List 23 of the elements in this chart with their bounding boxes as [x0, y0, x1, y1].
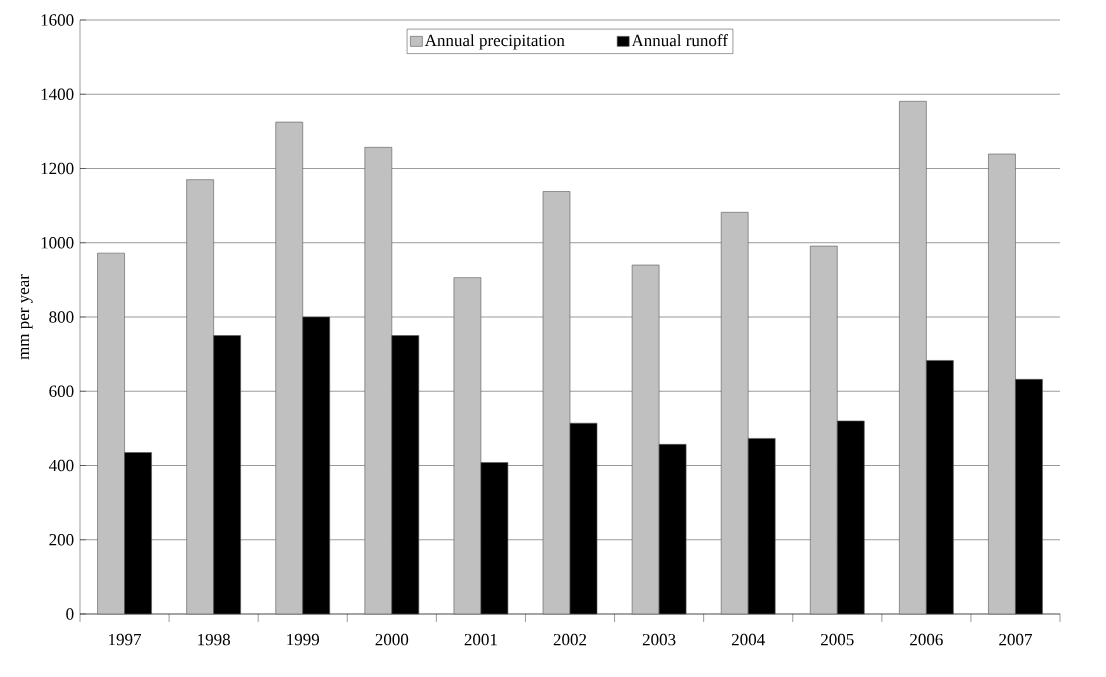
legend-label: Annual runoff — [631, 34, 728, 47]
x-tick-label: 1998 — [198, 633, 230, 646]
y-tick-label: 600 — [49, 385, 74, 397]
y-axis-title: mm per year — [20, 274, 33, 360]
legend-label: Annual precipitation — [424, 34, 565, 50]
x-tick-label: 1997 — [109, 633, 142, 646]
x-tick-label: 2006 — [910, 633, 943, 646]
y-tick-label: 1000 — [41, 237, 74, 249]
x-tick-label: 2007 — [999, 633, 1032, 646]
y-tick-label: 800 — [49, 311, 74, 323]
y-tick-label: 1200 — [41, 162, 74, 175]
y-tick-label: 1400 — [41, 88, 74, 100]
y-tick-label: 1600 — [41, 14, 74, 26]
y-tick-label: 0 — [66, 608, 74, 620]
x-tick-label: 2000 — [375, 633, 409, 646]
x-tick-label: 2004 — [731, 633, 765, 646]
x-tick-label: 2001 — [464, 633, 497, 646]
x-tick-label: 2002 — [553, 633, 587, 646]
y-tick-label: 200 — [49, 534, 74, 546]
y-tick-label: 400 — [48, 459, 74, 472]
x-tick-label: 1999 — [287, 633, 320, 646]
x-tick-label: 2003 — [642, 633, 676, 646]
x-tick-label: 2005 — [821, 633, 854, 646]
